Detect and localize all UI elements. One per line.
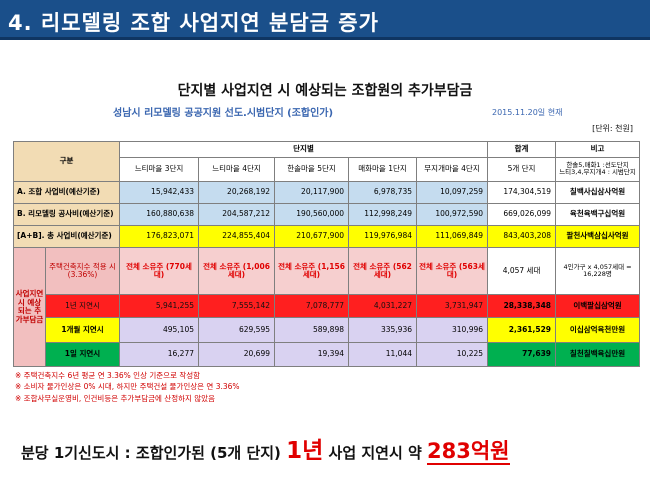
cell-note: 팔천사백삼십사억원 (555, 225, 641, 249)
cell-note: 이십삼억육천만원 (555, 317, 641, 343)
cell-total: 77,639 (487, 341, 557, 368)
complex-name: 무지개마을 4단지 (415, 156, 489, 182)
footnote: ※ 소비자 물가인상은 0% 시대, 하지만 주택건설 물가인상은 연 3.36… (15, 382, 240, 392)
row-label: B. 리모델링 공사비(예산기준) (13, 203, 120, 227)
cell-total: 843,403,208 (487, 225, 557, 249)
complex-name: 느티마을 3단지 (119, 156, 199, 182)
cell-total: 174,304,519 (487, 180, 557, 205)
row-label: 1일 지연시 (45, 341, 120, 368)
cell-value: 7,078,777 (274, 293, 349, 319)
cell-value: 204,587,212 (198, 203, 275, 227)
households-total: 4,057 세대 (487, 247, 557, 295)
cell-value: 224,855,404 (198, 225, 275, 249)
households-note: 4인가구 x 4,057세대 = 16,228명 (555, 247, 641, 295)
cell-total: 28,338,348 (487, 293, 557, 319)
date-note: 2015.11.20일 현재 (492, 108, 563, 117)
header-total: 합계 (487, 141, 557, 158)
household-count: 전체 소유주 (563세대) (415, 247, 489, 295)
cell-note: 칠백사십삼사억원 (555, 180, 641, 205)
table-row: 사업지연 시 예상되는 추가부담금 주택건축지수 적용 시 (3.36%) 전체… (13, 247, 641, 367)
cell-value: 112,998,249 (348, 203, 417, 227)
header-category: 구분 (13, 141, 120, 182)
cell-value: 4,031,227 (348, 293, 417, 319)
slide-title: 4. 리모델링 조합 사업지연 분담금 증가 (0, 0, 650, 40)
household-count: 전체 소유주 (1,156세대) (274, 247, 349, 295)
cell-value: 20,699 (198, 341, 275, 368)
delay-group-label: 사업지연 시 예상되는 추가부담금 (13, 247, 46, 367)
unit-note: [단위: 천원] (592, 124, 633, 133)
row-label: 1개월 지연시 (45, 317, 120, 343)
table-row: 1년 지연시 5,941,255 7,555,142 7,078,777 4,0… (14, 293, 641, 319)
cell-note: 이백팔십삼억원 (555, 293, 641, 319)
household-count: 전체 소유주 (562세대) (348, 247, 417, 295)
cell-total: 669,026,099 (487, 203, 557, 227)
table-row: B. 리모델링 공사비(예산기준) 160,880,638 204,587,21… (13, 203, 641, 227)
cell-value: 20,117,900 (274, 180, 349, 205)
cell-value: 20,268,192 (198, 180, 275, 205)
cell-value: 176,823,071 (119, 225, 199, 249)
footnote: ※ 조합사무실운영비, 인건비등은 추가부담금에 산정하지 않았음 (15, 393, 215, 403)
table-title: 단지별 사업지연 시 예상되는 조합원의 추가부담금 (177, 83, 473, 99)
cell-value: 6,978,735 (348, 180, 417, 205)
cell-value: 335,936 (348, 317, 417, 343)
table-row: [A+B]. 총 사업비(예산기준) 176,823,071 224,855,4… (13, 225, 641, 249)
cell-total: 2,361,529 (487, 317, 557, 343)
cell-value: 190,560,000 (274, 203, 349, 227)
complex-name: 느티마을 4단지 (198, 156, 275, 182)
table-row: 1개월 지연시 495,105 629,595 589,898 335,936 … (14, 317, 641, 343)
delay-index-label: 주택건축지수 적용 시 (3.36%) (45, 247, 120, 295)
row-label: 1년 지연시 (45, 293, 120, 319)
cell-value: 495,105 (119, 317, 199, 343)
row-label: A. 조합 사업비(예산기준) (13, 180, 120, 205)
cell-value: 10,097,259 (415, 180, 489, 205)
cell-value: 7,555,142 (198, 293, 275, 319)
row-label: [A+B]. 총 사업비(예산기준) (13, 225, 120, 249)
cell-value: 160,880,638 (119, 203, 199, 227)
cell-note: 육천육백구십억원 (555, 203, 641, 227)
cell-value: 19,394 (274, 341, 349, 368)
household-count: 전체 소유주 (1,006세대) (198, 247, 275, 295)
header-complexes: 단지별 (118, 141, 489, 158)
cost-table: 구분 단지별 합계 비고 느티마을 3단지 느티마을 4단지 한솔마을 5단지 … (13, 141, 641, 368)
cell-value: 3,731,947 (415, 293, 489, 319)
header-note: 비고 (555, 141, 641, 158)
cell-value: 210,677,900 (274, 225, 349, 249)
summary-highlight-amount: 283억원 (427, 439, 510, 465)
cell-value: 119,976,984 (348, 225, 417, 249)
cell-value: 310,996 (415, 317, 489, 343)
cell-value: 11,044 (348, 341, 417, 368)
cell-note: 칠천칠백육십만원 (555, 341, 641, 368)
cell-value: 16,277 (119, 341, 199, 368)
footnotes: ※ 주택건축지수 6년 평균 연 3.36% 인상 기준으로 작성함 ※ 소비자… (15, 370, 240, 404)
summary-prefix: 분당 1기신도시 : 조합인가된 (5개 단지) (21, 444, 281, 462)
cell-value: 10,225 (415, 341, 489, 368)
total-sub: 5개 단지 (487, 156, 557, 182)
table-row: A. 조합 사업비(예산기준) 15,942,433 20,268,192 20… (13, 180, 641, 205)
note-sub: 한솔5,매화1 :선도단지 느티3,4,무지개4 : 시범단지 (555, 156, 641, 182)
household-count: 전체 소유주 (770세대) (119, 247, 199, 295)
table-row: 1일 지연시 16,277 20,699 19,394 11,044 10,22… (14, 341, 641, 368)
cell-value: 111,069,849 (415, 225, 489, 249)
cell-value: 15,942,433 (119, 180, 199, 205)
summary-middle: 사업 지연시 약 (328, 444, 422, 462)
summary-highlight-year: 1년 (286, 438, 324, 464)
cell-value: 589,898 (274, 317, 349, 343)
complex-name: 매화마을 1단지 (348, 156, 417, 182)
cell-value: 629,595 (198, 317, 275, 343)
table-subtitle: 성남시 리모델링 공공지원 선도.시범단지 (조합인가) (113, 108, 334, 119)
complex-name: 한솔마을 5단지 (274, 156, 349, 182)
footnote: ※ 주택건축지수 6년 평균 연 3.36% 인상 기준으로 작성함 (15, 371, 201, 380)
cell-value: 5,941,255 (119, 293, 199, 319)
summary-line: 분당 1기신도시 : 조합인가된 (5개 단지) 1년 사업 지연시 약 283… (21, 431, 510, 465)
cell-value: 100,972,590 (415, 203, 489, 227)
